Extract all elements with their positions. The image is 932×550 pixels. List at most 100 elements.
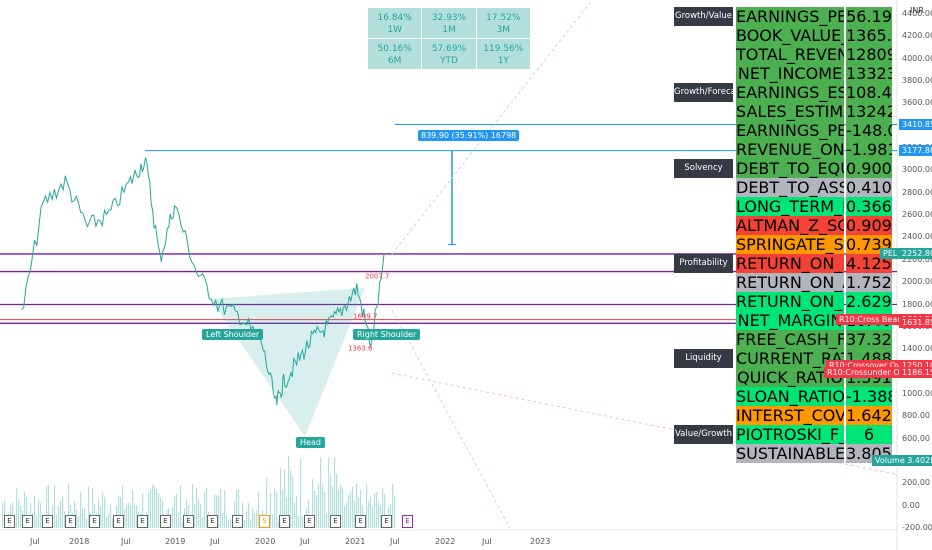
perf-value: 119.56% [483, 44, 524, 54]
x-tick-label: 2021 [345, 537, 366, 546]
price-tag: 1631.85 [899, 317, 932, 329]
y-tick-label: 1800.00 [902, 299, 932, 309]
volume-bar [76, 509, 78, 528]
volume-bar [244, 519, 246, 528]
volume-bar [62, 496, 64, 528]
earnings-marker[interactable]: E [232, 515, 243, 528]
volume-bar [118, 495, 120, 528]
volume-bar [152, 484, 154, 528]
volume-bar [300, 459, 302, 528]
volume-bar [340, 484, 342, 528]
volume-bar [248, 503, 250, 528]
volume-bar [302, 516, 304, 528]
fund-metric-name: NET_MARGIN [736, 311, 844, 330]
x-tick-label: Jul [210, 537, 220, 546]
volume-bar [122, 485, 124, 528]
volume-bar [224, 490, 226, 528]
dividend-marker[interactable]: S [259, 515, 270, 528]
y-tick-label: 0.00 [902, 500, 920, 510]
earnings-marker[interactable]: E [65, 515, 76, 528]
price-line [21, 157, 386, 406]
earnings-marker[interactable]: E [304, 515, 315, 528]
volume-bar [216, 495, 218, 528]
perf-cell: 16.84% 1W [366, 7, 423, 39]
y-tick-label: 2800.00 [902, 187, 932, 197]
volume-bar [358, 497, 360, 528]
earnings-marker[interactable]: E [4, 515, 15, 528]
volume-bar [24, 491, 26, 528]
volume-bar [370, 496, 372, 528]
volume-bar [256, 510, 258, 528]
fund-metric-value: 108.468261 [846, 83, 892, 102]
fund-metric-name: CURRENT_RATIO [736, 349, 844, 368]
measure-label: 839.90 (35.91%) 16798 [418, 130, 520, 141]
earnings-marker[interactable]: E [207, 515, 218, 528]
earnings-marker[interactable]: E [381, 515, 392, 528]
volume-bar [102, 492, 104, 528]
volume-bar [312, 479, 314, 528]
volume-bar [228, 520, 230, 528]
fund-section-label: Value/Growth [674, 425, 733, 444]
earnings-marker[interactable]: E [113, 515, 124, 528]
fund-section-label: Liquidity [674, 349, 733, 368]
volume-bar [74, 500, 76, 528]
price-tag: 3410.85 [899, 118, 932, 130]
earnings-marker[interactable]: E [22, 515, 33, 528]
volume-bar [180, 485, 182, 528]
volume-bar [344, 505, 346, 528]
volume-bar [174, 495, 176, 528]
volume-bar [54, 485, 56, 528]
y-tick-label: 3600.00 [902, 98, 932, 108]
perf-period: 1Y [497, 56, 509, 66]
volume-bar [238, 489, 240, 528]
volume-bar [270, 493, 272, 528]
volume-bar [276, 492, 278, 528]
fund-metric-name: SLOAN_RATIO [736, 387, 844, 406]
price-tag: 1250.10 [899, 359, 932, 371]
fund-metric-name: SPRINGATE_SCORE [736, 235, 844, 254]
earnings-marker[interactable]: E [279, 515, 290, 528]
volume-bar [292, 476, 294, 528]
earnings-marker[interactable]: E [160, 515, 171, 528]
fund-metric-name: RETURN_ON_INVESTED_CAPITAL [736, 292, 844, 311]
volume-bar [326, 513, 328, 528]
fund-section-label: Growth/Value [674, 7, 733, 26]
fund-metric-value: 56.19 [846, 7, 892, 26]
volume-bar [218, 496, 220, 528]
volume-bar [150, 488, 152, 528]
fund-metric-name: RETURN_ON_ASSETS [736, 273, 844, 292]
volume-bar [234, 501, 236, 528]
volume-bar [84, 508, 86, 528]
fund-metric-name: EARNINGS_PER_SHARE_BASIC [736, 7, 844, 26]
volume-bar [368, 500, 370, 528]
volume-bar [78, 516, 80, 528]
volume-bar [34, 496, 36, 528]
y-tick-label: 4400.00 [902, 9, 932, 18]
volume-bar [284, 469, 286, 528]
earnings-marker[interactable]: E [330, 515, 341, 528]
fund-metric-value: 0.90062739 [846, 159, 892, 178]
fund-metric-name: SALES_ESTIMATES [736, 102, 844, 121]
volume-bar [392, 483, 394, 528]
volume-bar [378, 502, 380, 528]
fund-metric-value: -148.06302088 [846, 121, 892, 140]
price-tag: R10:Crossover Oversold [826, 359, 929, 371]
volume-bar [374, 493, 376, 528]
x-tick-label: Jul [300, 537, 310, 546]
perf-value: 50.16% [377, 44, 412, 54]
earnings-marker[interactable]: E [183, 515, 194, 528]
volume-tag: Volume 3.402M [872, 454, 932, 466]
volume-bar [156, 488, 158, 528]
earnings-marker[interactable]: E [42, 515, 53, 528]
earnings-marker[interactable]: E [355, 515, 366, 528]
volume-bar [192, 483, 194, 528]
fund-metric-name: SUSTAINABLE_GROWTH_RATE [736, 444, 844, 463]
fund-metric-name: INTERST_COVER [736, 406, 844, 425]
earnings-marker[interactable]: E [89, 515, 100, 528]
volume-bar [154, 486, 156, 528]
fund-metric-name: REVENUE_ONE_YEAR_GROWTH [736, 140, 844, 159]
fund-metric-name: RETURN_ON_EQUITY [736, 254, 844, 273]
earnings-marker[interactable]: E [137, 515, 148, 528]
earnings-marker[interactable]: E [402, 515, 413, 528]
y-tick-label: 3000.00 [902, 165, 932, 175]
